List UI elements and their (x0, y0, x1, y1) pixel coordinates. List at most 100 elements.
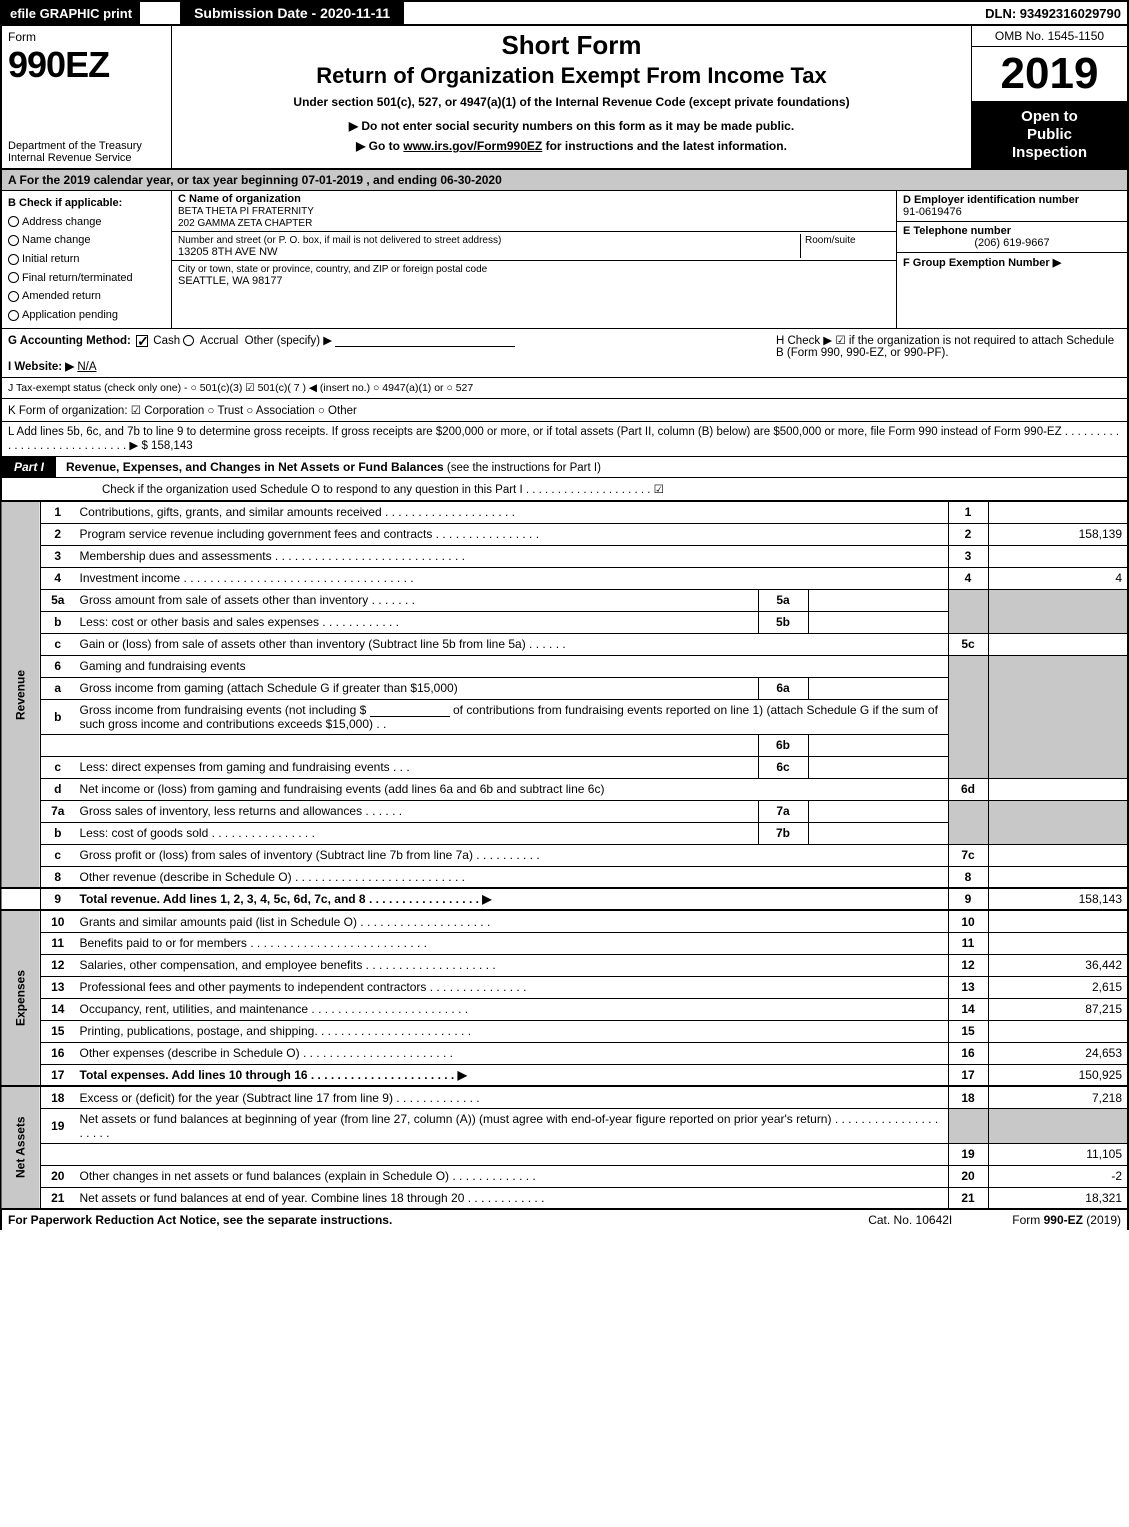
line-3-amount (988, 545, 1128, 567)
part1-header: Part I Revenue, Expenses, and Changes in… (0, 457, 1129, 478)
line-5b-subval (808, 611, 948, 633)
line-6a-sub: 6a (758, 677, 808, 699)
line-6b-cont (75, 734, 759, 756)
line-7b-subval (808, 822, 948, 844)
line-7b-desc: Less: cost of goods sold . . . . . . . .… (75, 822, 759, 844)
line-11-code: 11 (948, 932, 988, 954)
b-opt-final[interactable]: Final return/terminated (8, 269, 165, 288)
b-opt-amended[interactable]: Amended return (8, 287, 165, 306)
line-6c-desc: Less: direct expenses from gaming and fu… (75, 756, 759, 778)
e-phone-block: E Telephone number (206) 619-9667 (897, 222, 1127, 253)
ein-value: 91-0619476 (903, 206, 962, 218)
line-21-code: 21 (948, 1187, 988, 1209)
line-5a-desc: Gross amount from sale of assets other t… (75, 589, 759, 611)
line-11-desc: Benefits paid to or for members . . . . … (75, 932, 949, 954)
k-form-org: K Form of organization: ☑ Corporation ○ … (0, 399, 1129, 422)
b-opt-pending[interactable]: Application pending (8, 306, 165, 325)
department-label: Department of the Treasury Internal Reve… (8, 140, 165, 164)
grey-6 (948, 655, 988, 778)
line-5a-subval (808, 589, 948, 611)
line-17-desc: Total expenses. Add lines 10 through 16 … (75, 1064, 949, 1086)
line-6b-sub: 6b (758, 734, 808, 756)
line-6a-subval (808, 677, 948, 699)
expenses-side-label: Expenses (1, 910, 41, 1086)
line-2-desc: Program service revenue including govern… (75, 523, 949, 545)
under-section-text: Under section 501(c), 527, or 4947(a)(1)… (180, 95, 963, 109)
b-opt-name[interactable]: Name change (8, 231, 165, 250)
line-4-code: 4 (948, 567, 988, 589)
f-group-block: F Group Exemption Number ▶ (897, 253, 1127, 272)
line-18-amount: 7,218 (988, 1086, 1128, 1108)
g-accrual-label: Accrual (200, 335, 238, 347)
line-14-amount: 87,215 (988, 998, 1128, 1020)
line-21-desc: Net assets or fund balances at end of ye… (75, 1187, 949, 1209)
line-1-amount (988, 501, 1128, 523)
line-8-amount (988, 866, 1128, 888)
street-value: 13205 8TH AVE NW (178, 246, 277, 258)
line-5c-desc: Gain or (loss) from sale of assets other… (75, 633, 949, 655)
line-7a-sub: 7a (758, 800, 808, 822)
line-19-desc: Net assets or fund balances at beginning… (75, 1108, 949, 1143)
line-10-amount (988, 910, 1128, 932)
line-6a-desc: Gross income from gaming (attach Schedul… (75, 677, 759, 699)
b-label: B Check if applicable: (8, 194, 165, 213)
line-a-tax-year: A For the 2019 calendar year, or tax yea… (0, 170, 1129, 191)
e-label: E Telephone number (903, 225, 1011, 237)
header-right: OMB No. 1545-1150 2019 Open to Public In… (972, 26, 1127, 168)
footer-form-ref: Form 990-EZ (2019) (1012, 1213, 1121, 1227)
g-other-input[interactable] (335, 346, 515, 347)
open-public-badge: Open to Public Inspection (972, 102, 1127, 168)
form-number: 990EZ (8, 44, 165, 86)
website-value: N/A (77, 361, 96, 373)
city-label: City or town, state or province, country… (178, 264, 487, 275)
line-6c-sub: 6c (758, 756, 808, 778)
part1-tab: Part I (2, 457, 56, 477)
short-form-title: Short Form (180, 30, 963, 61)
line-3-code: 3 (948, 545, 988, 567)
efile-label[interactable]: efile GRAPHIC print (2, 2, 140, 25)
org-name-1: BETA THETA PI FRATERNITY (178, 206, 314, 217)
part1-title: Revenue, Expenses, and Changes in Net As… (56, 460, 601, 474)
footer-cat: Cat. No. 10642I (868, 1213, 952, 1227)
grey-5-amt (988, 589, 1128, 633)
dln-label: DLN: 93492316029790 (985, 6, 1127, 21)
open-line2: Public (978, 126, 1121, 144)
b-opt-initial[interactable]: Initial return (8, 250, 165, 269)
open-line1: Open to (978, 108, 1121, 126)
b-opt-address[interactable]: Address change (8, 213, 165, 232)
line-6b-subval (808, 734, 948, 756)
irs-link[interactable]: www.irs.gov/Form990EZ (403, 139, 542, 153)
j-tax-exempt: J Tax-exempt status (check only one) - ○… (0, 378, 1129, 399)
submission-date-badge: Submission Date - 2020-11-11 (180, 1, 404, 25)
return-title: Return of Organization Exempt From Incom… (180, 63, 963, 89)
g-cash-checkbox[interactable] (136, 335, 148, 347)
line-17-code: 17 (948, 1064, 988, 1086)
d-label: D Employer identification number (903, 194, 1079, 206)
line-16-desc: Other expenses (describe in Schedule O) … (75, 1042, 949, 1064)
top-bar: efile GRAPHIC print Submission Date - 20… (0, 0, 1129, 26)
gh-row: G Accounting Method: Cash Accrual Other … (0, 329, 1129, 378)
line-19-cont (75, 1143, 949, 1165)
line-13-code: 13 (948, 976, 988, 998)
line-5c-code: 5c (948, 633, 988, 655)
line-20-code: 20 (948, 1165, 988, 1187)
line-2-code: 2 (948, 523, 988, 545)
goto-link-line: ▶ Go to www.irs.gov/Form990EZ for instru… (180, 139, 963, 153)
line-7a-desc: Gross sales of inventory, less returns a… (75, 800, 759, 822)
header-left: Form 990EZ Department of the Treasury In… (2, 26, 172, 168)
grey-19 (948, 1108, 988, 1143)
line-5b-sub: 5b (758, 611, 808, 633)
d-ein-block: D Employer identification number 91-0619… (897, 191, 1127, 222)
line-5a-sub: 5a (758, 589, 808, 611)
line-13-desc: Professional fees and other payments to … (75, 976, 949, 998)
f-label: F Group Exemption Number ▶ (903, 257, 1061, 269)
line-6d-code: 6d (948, 778, 988, 800)
c-name-label: C Name of organization (178, 193, 301, 205)
dept-line1: Department of the Treasury (8, 140, 142, 152)
l-gross-receipts: L Add lines 5b, 6c, and 7b to line 9 to … (0, 422, 1129, 457)
line-13-amount: 2,615 (988, 976, 1128, 998)
g-accrual-checkbox[interactable] (183, 335, 194, 346)
line-9-desc: Total revenue. Add lines 1, 2, 3, 4, 5c,… (75, 888, 949, 910)
phone-value: (206) 619-9667 (903, 237, 1121, 249)
h-schedule-b: H Check ▶ ☑ if the organization is not r… (766, 333, 1121, 373)
